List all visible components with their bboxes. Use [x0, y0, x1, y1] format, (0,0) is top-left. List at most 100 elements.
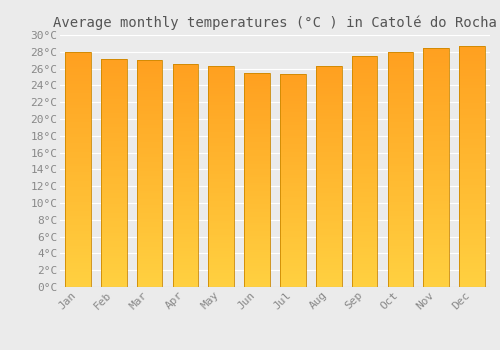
Bar [101, 58, 126, 61]
Bar [172, 103, 199, 106]
Bar [280, 258, 306, 260]
Bar [244, 215, 270, 217]
Bar [316, 138, 342, 141]
Bar [424, 96, 449, 99]
Bar [352, 108, 378, 111]
Bar [172, 123, 199, 126]
Bar [65, 202, 91, 205]
Bar [136, 154, 162, 156]
Bar [101, 84, 126, 87]
Bar [208, 66, 234, 287]
Bar [101, 264, 126, 267]
Bar [136, 244, 162, 247]
Bar [101, 236, 126, 238]
Bar [65, 149, 91, 152]
Bar [244, 201, 270, 204]
Bar [65, 119, 91, 122]
Bar [101, 98, 126, 101]
Bar [352, 177, 378, 180]
Bar [101, 144, 126, 147]
Bar [316, 179, 342, 182]
Bar [101, 253, 126, 256]
Bar [316, 268, 342, 271]
Bar [459, 194, 485, 197]
Bar [101, 119, 126, 121]
Bar [352, 192, 378, 195]
Bar [459, 158, 485, 160]
Bar [208, 66, 234, 69]
Bar [388, 275, 413, 278]
Bar [459, 76, 485, 79]
Bar [244, 212, 270, 215]
Bar [280, 199, 306, 202]
Bar [244, 217, 270, 220]
Bar [280, 138, 306, 141]
Bar [280, 109, 306, 112]
Bar [136, 128, 162, 131]
Bar [280, 239, 306, 242]
Bar [101, 233, 126, 236]
Bar [459, 145, 485, 148]
Bar [172, 193, 199, 195]
Bar [244, 86, 270, 89]
Bar [280, 101, 306, 104]
Bar [65, 137, 91, 140]
Bar [172, 220, 199, 223]
Bar [65, 96, 91, 99]
Bar [280, 85, 306, 88]
Bar [352, 252, 378, 255]
Bar [352, 244, 378, 246]
Bar [65, 211, 91, 214]
Bar [316, 279, 342, 281]
Bar [352, 183, 378, 186]
Bar [352, 220, 378, 223]
Bar [280, 247, 306, 250]
Bar [388, 58, 413, 61]
Bar [424, 126, 449, 129]
Bar [352, 255, 378, 258]
Bar [208, 174, 234, 176]
Bar [459, 182, 485, 184]
Bar [172, 270, 199, 273]
Bar [459, 236, 485, 239]
Bar [388, 146, 413, 149]
Bar [136, 60, 162, 63]
Bar [136, 71, 162, 75]
Bar [424, 189, 449, 191]
Bar [424, 222, 449, 224]
Bar [136, 276, 162, 279]
Bar [244, 99, 270, 102]
Bar [65, 90, 91, 93]
Bar [424, 138, 449, 141]
Bar [459, 248, 485, 251]
Bar [424, 284, 449, 287]
Bar [244, 220, 270, 223]
Bar [101, 147, 126, 150]
Bar [208, 154, 234, 157]
Bar [316, 168, 342, 171]
Bar [280, 276, 306, 279]
Bar [280, 88, 306, 90]
Bar [101, 136, 126, 139]
Bar [352, 246, 378, 250]
Bar [208, 146, 234, 149]
Bar [352, 114, 378, 117]
Bar [352, 122, 378, 125]
Bar [208, 215, 234, 218]
Bar [352, 270, 378, 273]
Bar [459, 127, 485, 130]
Bar [280, 202, 306, 205]
Bar [424, 174, 449, 177]
Bar [172, 273, 199, 276]
Bar [316, 166, 342, 168]
Bar [136, 165, 162, 168]
Bar [136, 103, 162, 106]
Bar [316, 146, 342, 149]
Bar [352, 250, 378, 252]
Bar [280, 178, 306, 181]
Bar [316, 85, 342, 88]
Bar [244, 266, 270, 268]
Bar [388, 122, 413, 125]
Bar [65, 81, 91, 84]
Bar [101, 110, 126, 113]
